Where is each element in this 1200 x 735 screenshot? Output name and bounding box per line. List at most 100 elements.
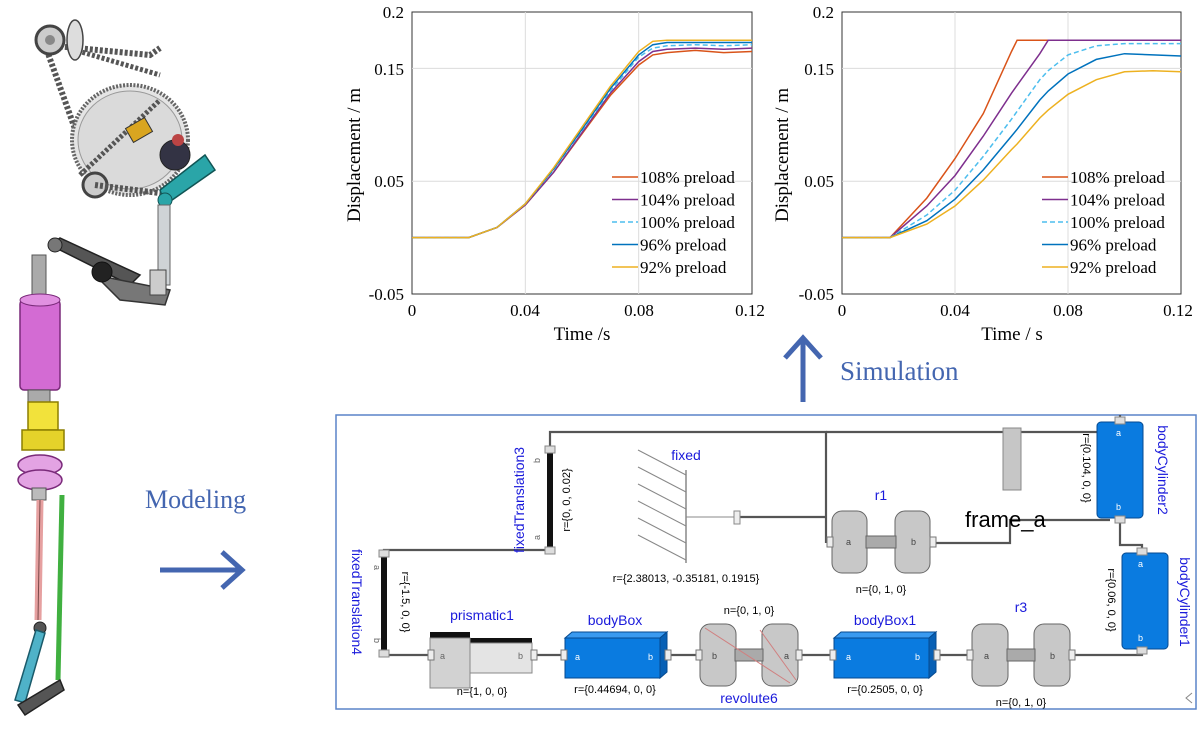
chart-1-xtick: 0.12	[735, 301, 765, 320]
chart-1-legend: 108% preload 104% preload 100% preload 96% …	[612, 168, 735, 277]
fixedtranslation3-param: r={0, 0, 0.02}	[561, 468, 573, 532]
fixedtranslation4-label: fixedTranslation4	[349, 549, 365, 655]
fixedtranslation4-port-b: b	[372, 638, 382, 643]
bodybox1-port-b: b	[915, 652, 920, 662]
bodycylinder1-port-a: a	[1138, 559, 1143, 569]
chart-2-ytick: -0.05	[799, 285, 834, 304]
r1-param: n={0, 1, 0}	[856, 584, 907, 596]
r3-param: n={0, 1, 0}	[996, 697, 1047, 709]
legend-entry: 104% preload	[1070, 191, 1165, 210]
legend-entry: 108% preload	[1070, 168, 1165, 187]
fixed-label: fixed	[671, 447, 701, 463]
chart-2-ytick: 0.15	[804, 60, 834, 79]
chart-1-ytick: 0.2	[383, 3, 404, 22]
right-arrow-icon	[160, 550, 246, 590]
chart-1-xtick: 0	[408, 301, 417, 320]
chart-2-xtick: 0	[838, 301, 847, 320]
robot-leg-cad-illustration	[14, 19, 217, 717]
chart-2-x-ticks: 0 0.04 0.08 0.12	[838, 301, 1193, 320]
revolute6-param: n={0, 1, 0}	[724, 605, 775, 617]
legend-entry: 92% preload	[1070, 258, 1157, 277]
chart-1-ytick: 0.15	[374, 60, 404, 79]
chart-2-ytick: 0.2	[813, 3, 834, 22]
fixedtranslation4-component[interactable]: a b fixedTranslation4 r={-1.5, 0, 0}	[349, 549, 411, 658]
chart-2-y-ticks: 0.2 0.15 0.05 -0.05	[799, 3, 834, 304]
chart-2-plot-area	[841, 11, 1182, 295]
chart-2-ytick: 0.05	[804, 172, 834, 191]
fixed-param: r={2.38013, -0.35181, 0.1915}	[613, 573, 760, 585]
chart-preload-1: 0.2 0.15 0.05 -0.05 0 0.04 0.08 0.12 Tim…	[344, 3, 765, 345]
chart-2-xtick: 0.08	[1053, 301, 1083, 320]
simulation-label: Simulation	[840, 356, 959, 386]
bodycylinder1-label: bodyCylinder1	[1177, 557, 1193, 647]
bodybox1-port-a: a	[846, 652, 851, 662]
chart-2-series-line	[842, 42, 1181, 239]
legend-entry: 96% preload	[640, 236, 727, 255]
chart-2-xtick: 0.04	[940, 301, 970, 320]
chart-1-series-line	[412, 43, 753, 239]
chart-2-series-line	[842, 39, 1181, 239]
fixedtranslation3-port-a: a	[532, 535, 542, 540]
chart-1-grid	[412, 12, 752, 294]
fixedtranslation3-component[interactable]: b a fixedTranslation3 r={0, 0, 0.02}	[511, 445, 573, 555]
prismatic1-port-b: b	[518, 651, 523, 661]
chart-2-series-line	[842, 69, 1182, 239]
chart-1-ytick: -0.05	[369, 285, 404, 304]
chart-1-x-ticks: 0 0.04 0.08 0.12	[408, 301, 765, 320]
chart-2-grid	[842, 12, 1181, 294]
legend-entry: 92% preload	[640, 258, 727, 277]
bodybox-component[interactable]: a b bodyBox r={0.44694, 0, 0}	[560, 612, 672, 696]
frame-a-connector[interactable]: frame_a	[965, 427, 1046, 532]
legend-entry: 108% preload	[640, 168, 735, 187]
bodycylinder2-component[interactable]: a b bodyCylinder2 r={0.104, 0, 0}	[1080, 416, 1171, 524]
prismatic1-port-a: a	[440, 651, 445, 661]
chart-2-xtick: 0.12	[1163, 301, 1193, 320]
bodybox-label: bodyBox	[588, 612, 642, 628]
fixedtranslation4-port-a: a	[372, 565, 382, 570]
chart-1-y-ticks: 0.2 0.15 0.05 -0.05	[369, 3, 404, 304]
chart-2-legend: 108% preload 104% preload 100% preload 96% …	[1042, 168, 1165, 277]
bodycylinder2-port-a: a	[1116, 428, 1121, 438]
chart-1-y-axis-label: Displacement / m	[344, 88, 365, 222]
fixedtranslation3-port-b: b	[532, 458, 542, 463]
chart-1-ytick: 0.05	[374, 172, 404, 191]
chart-2-x-axis-label: Time / s	[981, 324, 1043, 345]
legend-entry: 100% preload	[1070, 213, 1165, 232]
r1-revolute-component[interactable]: a b r1 n={0, 1, 0}	[826, 487, 937, 596]
scroll-corner-icon	[1185, 692, 1193, 704]
bodybox1-label: bodyBox1	[854, 612, 916, 628]
fixed-component[interactable]: fixed r={2.38013, -0.35181, 0.1915}	[613, 447, 760, 585]
r3-port-a: a	[984, 651, 989, 661]
bodycylinder1-port-b: b	[1138, 633, 1143, 643]
bodybox-param: r={0.44694, 0, 0}	[574, 684, 656, 696]
chart-1-xtick: 0.04	[510, 301, 540, 320]
bodycylinder1-param: r={0.06, 0, 0}	[1105, 568, 1117, 632]
bodycylinder2-port-b: b	[1116, 502, 1121, 512]
prismatic1-label: prismatic1	[450, 607, 514, 623]
frame-a-label: frame_a	[965, 507, 1046, 532]
bodycylinder2-param: r={0.104, 0, 0}	[1080, 433, 1092, 503]
r1-label: r1	[875, 487, 888, 503]
revolute6-port-b: b	[712, 651, 717, 661]
legend-entry: 104% preload	[640, 191, 735, 210]
up-arrow-icon	[783, 334, 823, 402]
bodybox-port-b: b	[648, 652, 653, 662]
bodycylinder1-component[interactable]: a b bodyCylinder1 r={0.06, 0, 0}	[1105, 547, 1193, 655]
bodybox-port-a: a	[575, 652, 580, 662]
fixedtranslation4-param: r={-1.5, 0, 0}	[399, 572, 411, 633]
r3-port-b: b	[1050, 651, 1055, 661]
chart-2-y-axis-label: Displacement / m	[772, 88, 793, 222]
revolute6-component[interactable]: b a n={0, 1, 0} revolute6	[695, 605, 803, 706]
chart-1-xtick: 0.08	[624, 301, 654, 320]
chart-preload-2: 0.2 0.15 0.05 -0.05 0 0.04 0.08 0.12 Tim…	[772, 3, 1193, 345]
prismatic1-component[interactable]: a b prismatic1 n={1, 0, 0}	[427, 607, 538, 698]
chart-2-lines	[842, 39, 1182, 239]
r3-revolute-component[interactable]: a b r3 n={0, 1, 0}	[966, 599, 1076, 709]
modeling-label: Modeling	[145, 485, 246, 514]
chart-1-x-axis-label: Time /s	[554, 324, 611, 345]
fixedtranslation3-label: fixedTranslation3	[511, 447, 527, 553]
chart-1-series-line	[412, 39, 752, 239]
revolute6-label: revolute6	[720, 690, 778, 706]
bodybox1-component[interactable]: a b bodyBox1 r={0.2505, 0, 0}	[829, 612, 941, 696]
legend-entry: 96% preload	[1070, 236, 1157, 255]
